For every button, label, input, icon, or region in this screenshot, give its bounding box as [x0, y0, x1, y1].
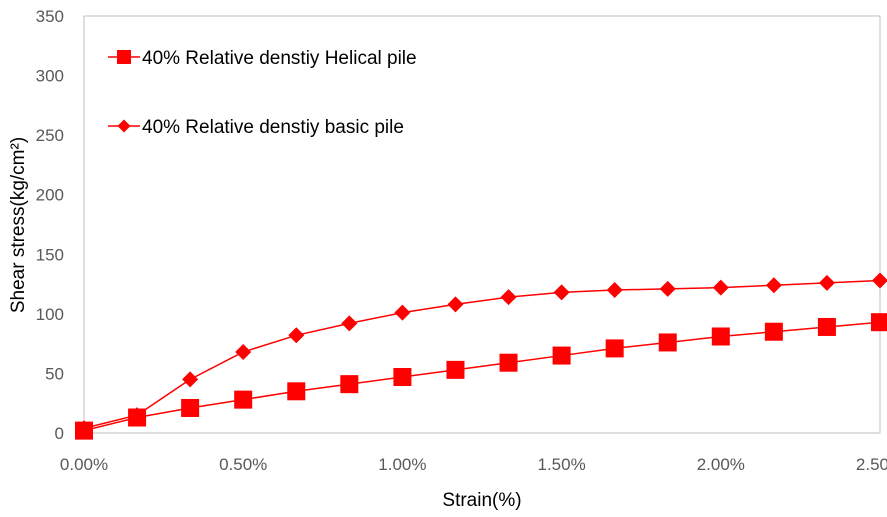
data-point: [818, 274, 835, 291]
data-point: [711, 327, 730, 346]
data-point: [659, 280, 676, 297]
y-tick-label: 350: [36, 7, 64, 26]
x-tick-label: 0.00%: [60, 455, 108, 474]
data-point: [234, 390, 253, 409]
x-axis-ticks: 0.00% 0.50% 1.00% 1.50% 2.00% 2.50%: [60, 455, 887, 474]
x-tick-label: 1.50%: [537, 455, 585, 474]
data-point: [764, 322, 783, 341]
y-tick-label: 100: [36, 305, 64, 324]
x-tick-label: 1.00%: [378, 455, 426, 474]
data-point: [76, 420, 92, 437]
data-point: [446, 360, 465, 379]
y-axis-title: Shear stress(kg/cm²): [8, 137, 29, 313]
data-point: [765, 277, 782, 294]
series-helical-pile: [75, 313, 887, 440]
series-line: [83, 321, 881, 432]
x-tick-label: 2.50%: [856, 455, 887, 474]
data-point: [129, 407, 146, 424]
data-point: [340, 375, 359, 394]
y-tick-label: 150: [36, 245, 64, 264]
legend-label: 40% Relative denstiy Helical pile: [142, 48, 417, 69]
data-point: [499, 353, 518, 372]
legend-marker-icon: [117, 50, 131, 64]
x-axis-title: Strain(%): [442, 490, 521, 511]
plot-area-frame: [83, 15, 881, 434]
data-point: [500, 289, 517, 306]
legend-marker-icon: [117, 119, 131, 133]
data-point: [182, 371, 199, 388]
legend: 40% Relative denstiy Helical pile 40% Rel…: [108, 48, 417, 138]
y-tick-label: 50: [45, 364, 64, 383]
series-layer: [75, 272, 887, 440]
y-tick-label: 0: [55, 424, 64, 443]
data-point: [181, 398, 200, 417]
series-line: [83, 279, 881, 429]
data-point: [288, 327, 305, 344]
data-point: [658, 333, 677, 352]
y-axis-ticks: 0 50 100 150 200 250 300 350: [36, 7, 64, 443]
data-point: [394, 304, 411, 321]
y-tick-label: 250: [36, 126, 64, 145]
data-point: [712, 279, 729, 296]
x-tick-label: 2.00%: [697, 455, 745, 474]
series-basic-pile: [76, 272, 887, 437]
data-point: [817, 317, 836, 336]
data-point: [606, 282, 623, 299]
legend-label: 40% Relative denstiy basic pile: [142, 117, 404, 138]
y-tick-label: 300: [36, 67, 64, 86]
data-point: [341, 315, 358, 332]
data-point: [605, 339, 624, 358]
x-tick-label: 0.50%: [219, 455, 267, 474]
y-tick-label: 200: [36, 186, 64, 205]
data-point: [871, 313, 887, 332]
data-point: [553, 284, 570, 301]
legend-item: 40% Relative denstiy basic pile: [108, 117, 404, 138]
data-point: [287, 382, 306, 401]
data-point: [872, 272, 887, 289]
data-point: [447, 296, 464, 313]
data-point: [393, 368, 412, 387]
legend-item: 40% Relative denstiy Helical pile: [108, 48, 417, 69]
data-point: [235, 343, 252, 360]
data-point: [552, 346, 571, 365]
